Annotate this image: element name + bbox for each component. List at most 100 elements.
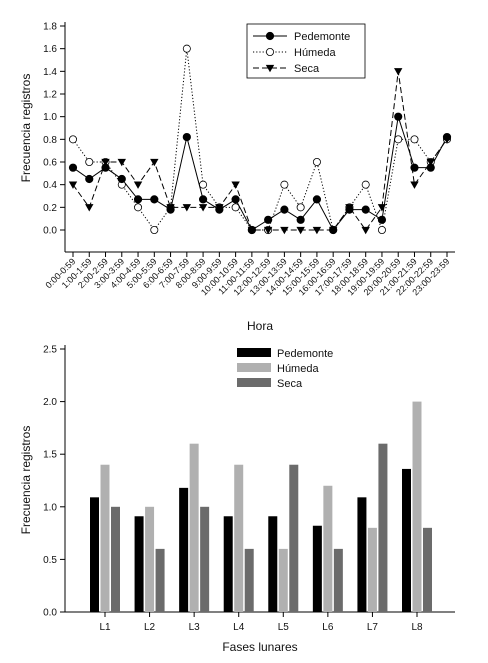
bar bbox=[367, 527, 377, 612]
data-point bbox=[215, 205, 224, 214]
bar bbox=[100, 464, 110, 612]
x-tick-label: L3 bbox=[189, 622, 201, 633]
y-tick-label: 1.2 bbox=[43, 90, 57, 101]
legend-label: Húmeda bbox=[277, 363, 319, 375]
data-point bbox=[199, 180, 208, 189]
data-point bbox=[296, 226, 305, 235]
data-point bbox=[296, 215, 305, 224]
data-point bbox=[182, 204, 192, 212]
bar bbox=[333, 548, 343, 612]
bar bbox=[244, 548, 254, 612]
data-point bbox=[133, 181, 143, 189]
y-axis-title: Frecuencia registros bbox=[19, 426, 33, 535]
data-point bbox=[68, 181, 78, 189]
data-point bbox=[85, 204, 94, 212]
data-point bbox=[410, 181, 419, 189]
data-point bbox=[312, 157, 321, 166]
bar bbox=[323, 485, 333, 612]
legend-marker bbox=[265, 64, 275, 73]
bar bbox=[189, 443, 199, 612]
data-point bbox=[68, 163, 78, 172]
bar bbox=[179, 487, 189, 612]
data-point bbox=[198, 204, 208, 212]
series-line-2 bbox=[72, 71, 448, 231]
x-tick-label: L2 bbox=[144, 622, 156, 633]
x-axis-title: Fases lunares bbox=[222, 640, 297, 654]
x-tick-label: L1 bbox=[99, 622, 111, 633]
data-point bbox=[329, 225, 338, 235]
data-point bbox=[101, 163, 110, 172]
data-point bbox=[280, 205, 289, 214]
bar bbox=[90, 497, 99, 612]
data-point bbox=[394, 135, 403, 144]
y-tick-label: 0.6 bbox=[43, 158, 57, 169]
y-tick-label: 0.5 bbox=[43, 555, 57, 566]
legend-label: Pedemonte bbox=[294, 31, 350, 43]
data-point bbox=[280, 226, 289, 235]
data-point bbox=[247, 225, 256, 235]
data-point bbox=[426, 158, 435, 167]
data-point bbox=[377, 225, 386, 234]
y-tick-label: 1.8 bbox=[43, 22, 57, 33]
legend-marker bbox=[265, 48, 274, 57]
lunar-bar-chart: 0.0 0.5 1.0 1.5 2.0 2.5 L1 L2 L3 L4 L5 L6 L7 L8 Fases … bbox=[19, 345, 455, 654]
bar bbox=[134, 516, 144, 612]
y-tick-label: 0.0 bbox=[43, 608, 57, 619]
data-point bbox=[150, 225, 159, 234]
y-tick-label: 0.8 bbox=[43, 135, 57, 146]
y-tick-label: 1.4 bbox=[43, 67, 57, 78]
y-tick-label: 0.4 bbox=[43, 180, 57, 191]
data-point bbox=[442, 132, 452, 142]
data-point bbox=[182, 44, 191, 53]
bar bbox=[111, 506, 120, 612]
data-point bbox=[166, 205, 175, 214]
legend-swatch bbox=[237, 378, 271, 387]
data-point bbox=[182, 132, 191, 142]
data-point bbox=[312, 226, 322, 235]
bar bbox=[357, 497, 367, 612]
data-point bbox=[85, 174, 94, 184]
hourly-line-chart: 0.00.20.40.60.81.01.21.41.61.80:00-0:591… bbox=[19, 22, 455, 333]
legend-label: Pedemonte bbox=[277, 348, 333, 360]
data-point bbox=[377, 215, 387, 224]
y-axis-title: Frecuencia registros bbox=[19, 74, 33, 183]
data-point bbox=[150, 195, 159, 204]
data-point bbox=[69, 135, 78, 144]
data-point bbox=[426, 163, 435, 172]
bar bbox=[278, 548, 288, 612]
legend-label: Seca bbox=[277, 378, 303, 390]
data-point bbox=[263, 226, 273, 235]
bar bbox=[402, 468, 411, 612]
data-point bbox=[394, 112, 403, 121]
bar bbox=[234, 464, 244, 612]
data-point bbox=[361, 205, 370, 214]
data-point bbox=[361, 180, 370, 189]
data-point bbox=[264, 215, 273, 224]
data-point bbox=[312, 195, 322, 204]
y-tick-label: 1.0 bbox=[43, 502, 57, 513]
bar bbox=[312, 525, 322, 612]
data-point bbox=[377, 204, 387, 212]
legend-marker bbox=[265, 31, 275, 41]
y-tick-label: 2.0 bbox=[43, 397, 57, 408]
y-tick-label: 0.2 bbox=[43, 203, 57, 214]
bar bbox=[145, 506, 155, 612]
bar bbox=[378, 443, 388, 612]
data-point bbox=[101, 158, 110, 167]
data-point bbox=[85, 157, 94, 166]
x-tick-label: L6 bbox=[322, 622, 334, 633]
bar bbox=[155, 548, 165, 612]
x-tick-label: L5 bbox=[278, 622, 290, 633]
y-tick-label: 1.6 bbox=[43, 44, 57, 55]
legend-label: Seca bbox=[294, 63, 320, 75]
data-point bbox=[394, 68, 403, 76]
legend-swatch bbox=[237, 363, 271, 372]
data-point bbox=[198, 195, 208, 204]
y-tick-label: 1.0 bbox=[43, 112, 57, 123]
data-point bbox=[231, 203, 240, 212]
data-point bbox=[280, 180, 289, 189]
series-line-0 bbox=[72, 116, 448, 231]
data-point bbox=[231, 195, 240, 204]
y-tick-label: 0.0 bbox=[43, 226, 57, 237]
